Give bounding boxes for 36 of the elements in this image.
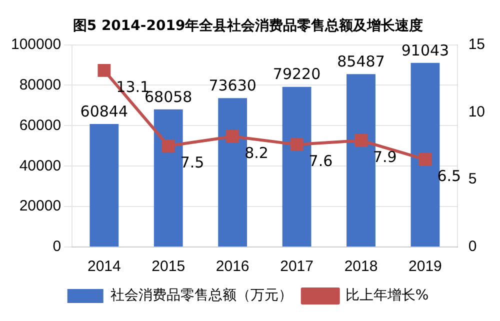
bar xyxy=(410,62,440,246)
legend-label: 比上年增长% xyxy=(345,288,429,304)
y2-tick-label: 10 xyxy=(468,103,486,120)
chart-title: 图5 2014-2019年全县社会消费品零售总额及增长速度 xyxy=(72,17,424,34)
x-tick-label: 2018 xyxy=(344,258,378,276)
data-label: 73630 xyxy=(208,76,256,95)
data-label: 79220 xyxy=(272,65,321,84)
bar xyxy=(218,98,248,246)
point xyxy=(354,134,368,147)
point xyxy=(418,152,432,166)
bar xyxy=(154,109,183,246)
data-label: 91043 xyxy=(401,41,450,60)
y-tick-label: 20000 xyxy=(19,198,62,215)
y2-tick-label: 5 xyxy=(468,170,477,188)
bar xyxy=(90,124,119,246)
data-label: 60844 xyxy=(80,102,128,120)
data-label: 85487 xyxy=(337,52,385,71)
x-tick-label: 2014 xyxy=(87,258,121,276)
x-tick-label: 2016 xyxy=(216,258,250,276)
point xyxy=(226,130,240,143)
legend-label: 社会消费品零售总额（万元） xyxy=(110,288,292,304)
bar xyxy=(346,74,376,246)
bar xyxy=(282,86,312,246)
x-tick-label: 2017 xyxy=(280,258,314,276)
point xyxy=(162,139,175,152)
y-tick-label: 80000 xyxy=(19,76,62,94)
y-tick-label: 100000 xyxy=(10,36,62,53)
x-tick-label: 2015 xyxy=(152,258,186,276)
point xyxy=(290,138,304,151)
x-tick-label: 2019 xyxy=(408,258,442,276)
y-tick-label: 60000 xyxy=(19,116,62,134)
y2-tick-label: 0 xyxy=(468,238,477,256)
y-tick-label: 40000 xyxy=(19,157,62,174)
y2-tick-label: 15 xyxy=(468,36,486,53)
y-tick-label: 0 xyxy=(52,238,62,256)
point xyxy=(98,64,111,77)
